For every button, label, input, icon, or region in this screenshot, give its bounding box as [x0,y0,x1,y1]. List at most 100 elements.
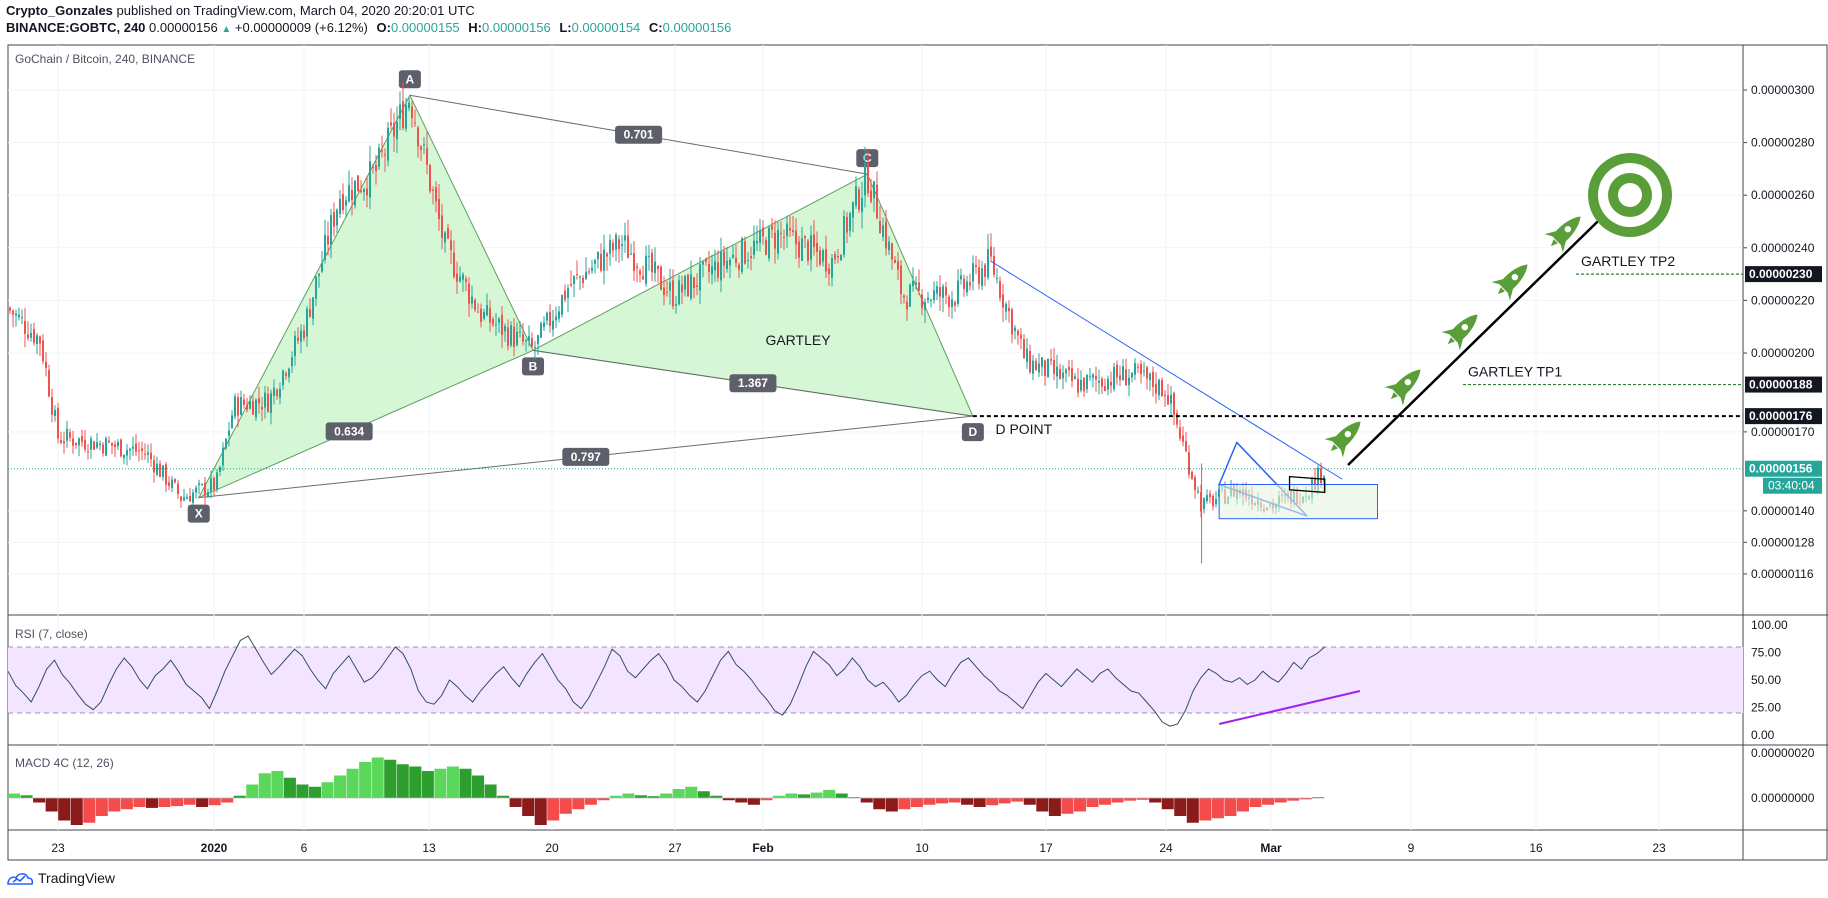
candle-down [795,230,797,245]
candle-down [783,236,785,238]
candle-down [1164,394,1166,396]
candle-up [348,184,350,202]
candle-up [702,261,704,265]
candle-down [138,450,140,452]
time-axis[interactable]: 23 2020 6 13 20 27 Feb 10 17 24 Mar 9 16 23 [51,841,1666,855]
candle-down [1101,378,1103,387]
candle-up [684,275,686,290]
candle-down [144,453,146,455]
candle-up [162,465,164,477]
candle-down [33,328,35,343]
macd-bar [534,798,547,825]
candle-up [864,162,866,196]
candle-down [885,221,887,249]
macd-bar [735,798,748,803]
macd-bar [145,798,158,808]
candle-up [927,297,929,301]
candle-up [1086,374,1088,390]
main-legend[interactable]: GoChain / Bitcoin, 240, BINANCE [15,52,196,66]
candle-down [1110,381,1112,386]
candle-down [72,438,74,446]
candle-down [267,393,269,413]
macd-bar [609,795,622,798]
macd-bar [120,798,133,810]
ratio-xab: 0.634 [325,422,373,441]
candle-down [168,482,170,487]
rsi-legend[interactable]: RSI (7, close) [15,627,88,641]
candle-down [435,187,437,202]
pennant-pattern [1288,475,1326,494]
candle-down [633,253,635,271]
author-name[interactable]: Crypto_Gonzales [6,3,113,18]
candle-down [1146,367,1148,379]
candle-down [687,274,689,297]
price-label-bg [1745,408,1822,425]
candle-up [294,335,296,357]
candle-down [969,282,971,286]
open-value: 0.00000155 [390,20,460,35]
candle-up [957,280,959,304]
candle-down [57,407,59,439]
gartley-point-c-text: C [863,151,872,165]
candle-down [453,252,455,277]
candle-down [258,398,260,404]
candle-up [822,250,824,262]
gartley-point-b: B [522,357,545,376]
candle-down [804,235,806,239]
candle-down [879,220,881,234]
candle-down [177,483,179,494]
price-tick-label: 0.00000240 [1751,241,1815,255]
candle-up [126,449,128,456]
rsi-line [7,635,1326,727]
candle-up [1134,363,1136,375]
price-axis[interactable]: 0.00000300 0.00000280 0.00000260 0.00000240… [1743,83,1822,581]
candle-down [582,277,584,284]
candle-up [981,268,983,286]
gartley-point-x: X [187,504,210,523]
macd-bar [672,789,685,798]
candle-up [387,127,389,161]
candle-down [159,463,161,477]
candle-up [330,214,332,246]
candle-up [354,180,356,206]
tradingview-brand[interactable]: TradingView [6,870,115,886]
macd-legend[interactable]: MACD 4C (12, 26) [15,756,114,770]
high-value: 0.00000156 [482,20,551,35]
macd-bar [359,762,372,798]
candle-down [1020,334,1022,339]
candle-up [396,121,398,139]
macd-bar [497,795,510,798]
candle-up [609,240,611,254]
candle-up [201,483,203,485]
candle-down [984,264,986,278]
candle-down [108,440,110,443]
target-ring [1618,183,1642,207]
candle-down [549,311,551,326]
macd-bar [1287,798,1300,801]
gartley-point-b-bg [522,357,545,376]
candle-down [774,232,776,249]
candle-up [219,466,221,472]
candle-up [882,225,884,237]
candle-up [567,288,569,298]
candle-down [657,265,659,269]
candle-down [876,184,878,219]
macd-bar [760,798,773,801]
macd-bar [1136,798,1149,800]
macd-bar [1174,798,1187,816]
candle-down [276,389,278,396]
candle-down [1137,366,1139,368]
candle-down [381,149,383,152]
macd-bar [509,798,522,807]
candle-up [942,286,944,298]
candle-up [732,254,734,258]
macd-bar [1161,798,1174,810]
candle-down [1095,375,1097,380]
candle-down [921,294,923,308]
candle-down [1059,368,1061,379]
candle-down [717,262,719,278]
candle-up [540,323,542,338]
time-tick-label: 9 [1408,841,1415,855]
candle-up [483,311,485,319]
